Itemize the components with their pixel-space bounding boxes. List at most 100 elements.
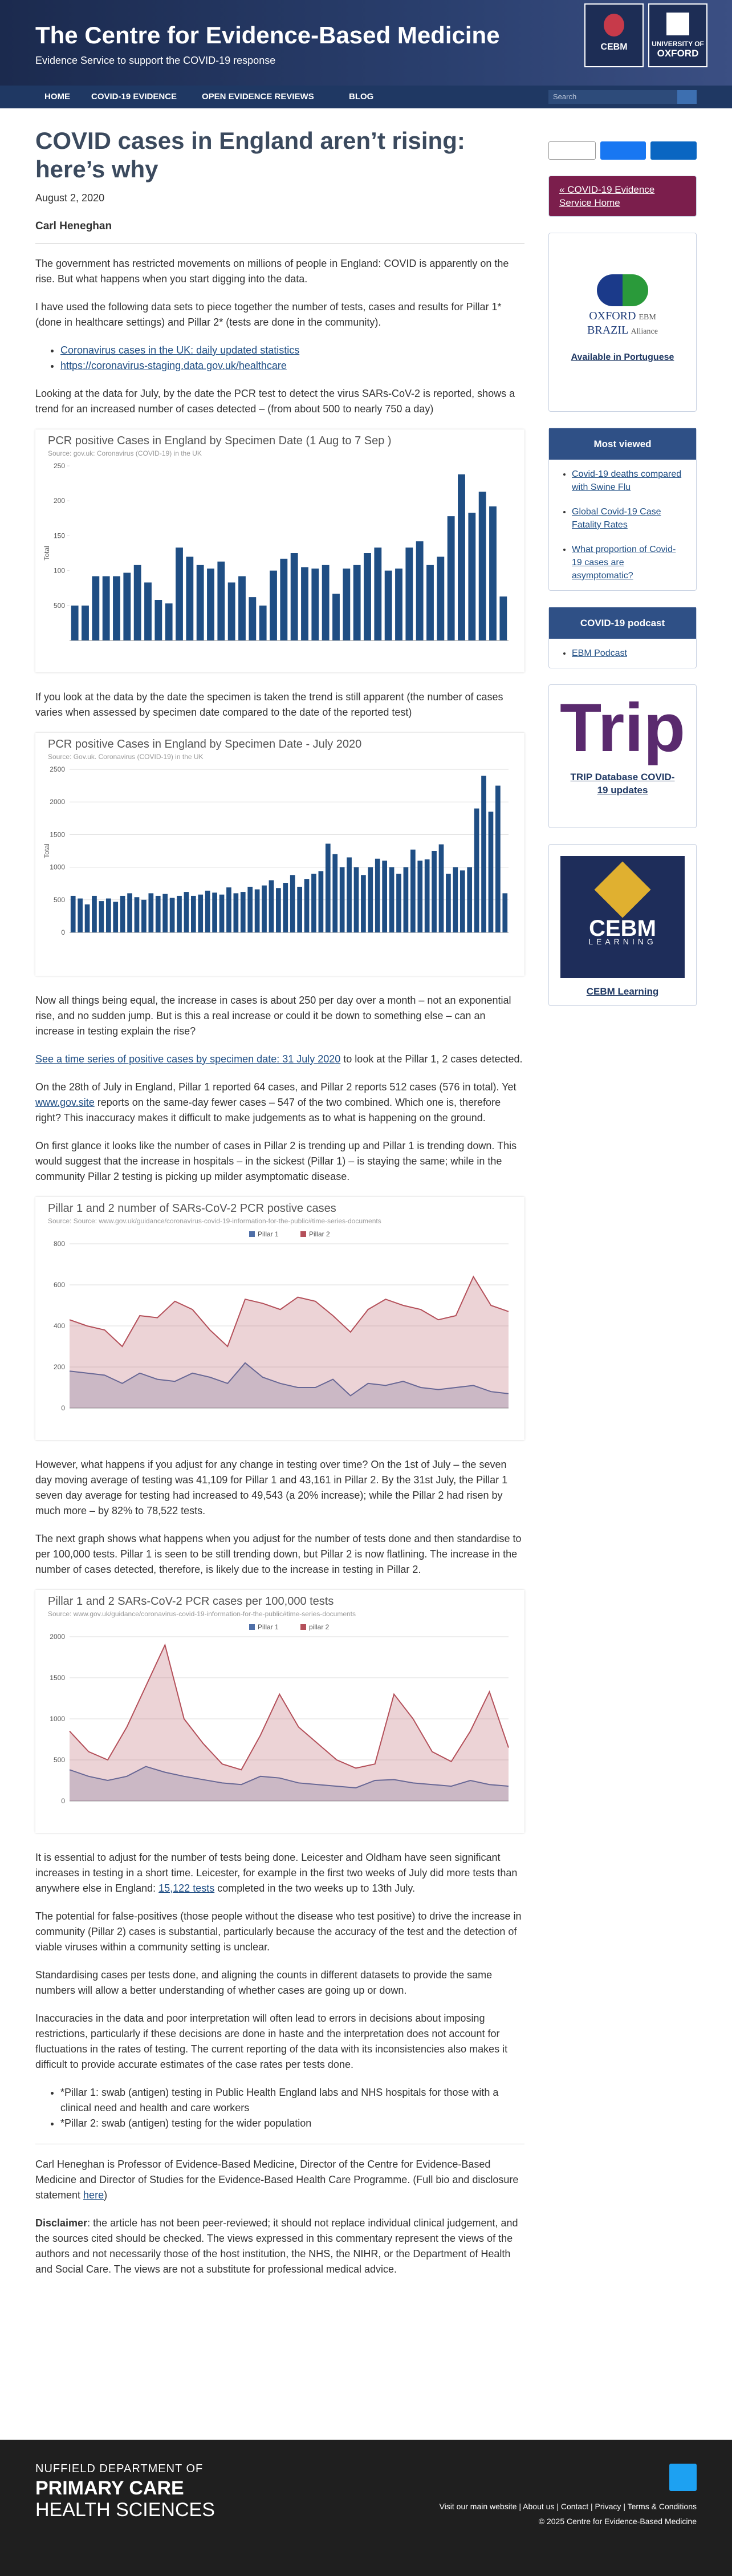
line bbox=[69, 1275, 509, 1348]
chart-title: PCR positive Cases in England by Specime… bbox=[48, 738, 361, 751]
bar bbox=[459, 870, 465, 932]
legend-swatch bbox=[249, 1231, 255, 1237]
link[interactable]: CEBM Learning bbox=[586, 986, 659, 997]
bar bbox=[453, 867, 458, 932]
site-title[interactable]: The Centre for Evidence-Based Medicine bbox=[35, 22, 500, 48]
bar bbox=[240, 892, 246, 932]
bar bbox=[478, 492, 486, 640]
bar bbox=[403, 867, 409, 932]
bar bbox=[405, 547, 413, 640]
footer-link[interactable]: About us bbox=[523, 2502, 555, 2511]
chart-source: Source: www.gov.uk/guidance/coronavirus-… bbox=[48, 1610, 356, 1618]
bar bbox=[102, 576, 110, 640]
legend-swatch bbox=[300, 1231, 306, 1237]
bar bbox=[190, 895, 196, 932]
paragraph: On the 28th of July in England, Pillar 1… bbox=[35, 1080, 524, 1126]
share-linkedin[interactable] bbox=[650, 141, 697, 160]
footer-link[interactable]: Contact bbox=[560, 2502, 589, 2511]
bar bbox=[481, 776, 486, 932]
bar bbox=[70, 895, 76, 932]
link[interactable]: www.gov.site bbox=[35, 1097, 95, 1108]
bar bbox=[374, 547, 382, 640]
share-x[interactable] bbox=[548, 141, 596, 160]
bar bbox=[262, 885, 267, 932]
link[interactable]: here bbox=[83, 2189, 104, 2201]
link[interactable]: What proportion of Covid-19 cases are as… bbox=[572, 545, 676, 581]
search-button[interactable] bbox=[677, 90, 697, 104]
bar bbox=[301, 567, 308, 640]
search-input[interactable]: Search bbox=[548, 90, 677, 104]
nav-link[interactable]: COVID-19 EVIDENCE bbox=[91, 92, 177, 102]
bar bbox=[269, 880, 274, 932]
share-facebook[interactable] bbox=[600, 141, 646, 160]
paragraph: The potential for false-positives (those… bbox=[35, 1910, 522, 1953]
text: : the article has not been peer-reviewed… bbox=[35, 2217, 518, 2275]
bar bbox=[458, 474, 465, 640]
y-tick-label: 1000 bbox=[50, 1715, 65, 1723]
bar bbox=[141, 899, 147, 932]
bar bbox=[325, 843, 331, 932]
link[interactable]: Available in Portuguese bbox=[571, 352, 674, 362]
footer-link[interactable]: Terms & Conditions bbox=[627, 2502, 697, 2511]
list-item: *Pillar 1: swab (antigen) testing in Pub… bbox=[60, 2085, 524, 2116]
paragraph: The next graph shows what happens when y… bbox=[35, 1533, 522, 1575]
bar bbox=[169, 898, 175, 932]
y-tick-label: 0 bbox=[61, 1404, 65, 1412]
footer-link[interactable]: Visit our main website bbox=[439, 2502, 517, 2511]
bar bbox=[389, 867, 395, 932]
bar bbox=[92, 576, 100, 640]
legend-label: Pillar 1 bbox=[258, 1623, 279, 1631]
bar bbox=[353, 565, 361, 640]
nav-link[interactable]: HOME bbox=[44, 92, 70, 102]
link[interactable]: Covid-19 deaths compared with Swine Flu bbox=[572, 469, 682, 492]
oxford-logo[interactable]: UNIVERSITY OF OXFORD bbox=[648, 3, 707, 67]
link[interactable]: TRIP Database COVID-19 updates bbox=[570, 772, 675, 796]
bar bbox=[233, 893, 239, 932]
bar bbox=[384, 570, 392, 640]
bar bbox=[123, 573, 131, 640]
bar bbox=[113, 576, 120, 640]
y-tick-label: 600 bbox=[54, 1281, 65, 1289]
chart-source: Source: Source: www.gov.uk/guidance/coro… bbox=[48, 1217, 381, 1225]
cebm-logo[interactable]: CEBM bbox=[584, 3, 644, 67]
link[interactable]: Coronavirus cases in the UK: daily updat… bbox=[60, 344, 300, 356]
bar bbox=[254, 889, 260, 932]
chart-title: Pillar 1 and 2 SARs-CoV-2 PCR cases per … bbox=[48, 1595, 334, 1608]
bar bbox=[468, 513, 476, 640]
bar bbox=[249, 597, 257, 640]
logo-text: BRAZIL bbox=[587, 324, 628, 336]
nav-link[interactable]: BLOG bbox=[349, 92, 374, 102]
text: It is essential to adjust for the number… bbox=[35, 1852, 518, 1894]
logo-text: UNIVERSITY OF bbox=[652, 40, 704, 48]
paragraph: Inaccuracies in the data and poor interp… bbox=[35, 2013, 508, 2070]
y-tick-label: 0 bbox=[61, 928, 65, 936]
footer-link[interactable]: Privacy bbox=[595, 2502, 621, 2511]
link[interactable]: EBM Podcast bbox=[572, 648, 627, 658]
link[interactable]: Global Covid-19 Case Fatality Rates bbox=[572, 507, 661, 530]
y-axis-label: Total bbox=[43, 546, 51, 560]
nav-bar: HOME COVID-19 EVIDENCE OPEN EVIDENCE REV… bbox=[0, 86, 732, 108]
link[interactable]: See a time series of positive cases by s… bbox=[35, 1053, 341, 1065]
chart: Pillar 1 and 2 number of SARs-CoV-2 PCR … bbox=[35, 1197, 524, 1440]
bar bbox=[155, 895, 161, 932]
logo-text: CEBM bbox=[600, 42, 628, 52]
link[interactable]: https://coronavirus-staging.data.gov.uk/… bbox=[60, 360, 287, 371]
sidebar: « COVID-19 Evidence Service Home OXFORD … bbox=[548, 141, 697, 1022]
bar bbox=[144, 582, 152, 640]
bar bbox=[416, 541, 424, 640]
article-date: August 2, 2020 bbox=[35, 192, 105, 204]
link[interactable]: 15,122 tests bbox=[158, 1883, 215, 1894]
logo-text: CEBM bbox=[589, 916, 656, 941]
home-button[interactable]: « COVID-19 Evidence Service Home bbox=[548, 176, 697, 217]
text: On the 28th of July in England, Pillar 1… bbox=[35, 1081, 517, 1093]
article-title: COVID cases in England aren’t rising: he… bbox=[35, 127, 465, 182]
bar bbox=[488, 812, 494, 932]
y-tick-label: 150 bbox=[54, 532, 65, 539]
twitter-button[interactable] bbox=[669, 2464, 697, 2491]
disclaimer: Disclaimer: the article has not been pee… bbox=[35, 2216, 524, 2277]
bar bbox=[318, 871, 324, 932]
bar bbox=[226, 887, 231, 932]
bar bbox=[176, 547, 183, 640]
nav-link[interactable]: OPEN EVIDENCE REVIEWS bbox=[202, 92, 314, 102]
